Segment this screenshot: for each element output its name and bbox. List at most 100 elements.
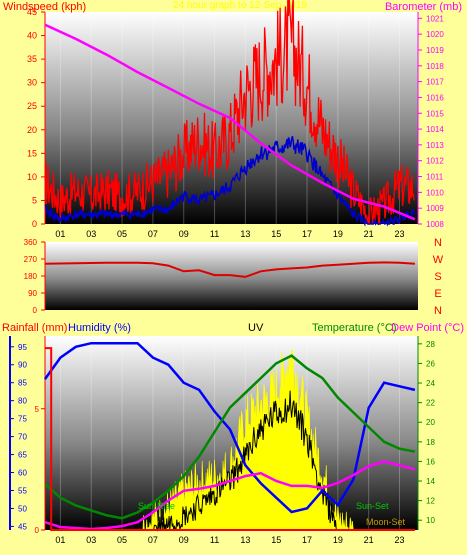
wind-y-tick-label: 10 xyxy=(27,172,37,182)
baro-y-tick-label: 1015 xyxy=(426,109,444,118)
compass-label: E xyxy=(434,288,441,300)
baro-y-tick-label: 1017 xyxy=(426,78,444,87)
baro-y-tick-label: 1010 xyxy=(426,188,444,197)
weather-x-tick-label: 19 xyxy=(333,535,343,545)
wind-x-tick-label: 21 xyxy=(364,229,374,239)
dir-y-tick-label: 0 xyxy=(33,306,38,315)
wind-x-tick-label: 13 xyxy=(240,229,250,239)
temperature-y-tick-label: 26 xyxy=(426,359,435,368)
wind-y-tick-label: 25 xyxy=(27,101,37,111)
moonset-label: Moon-Set xyxy=(366,517,406,527)
header-windspeed: Windspeed (kph) xyxy=(3,1,86,13)
wind-x-tick-label: 23 xyxy=(394,229,404,239)
sunrise-label: Sun-Rise xyxy=(138,501,175,511)
weather-x-tick-label: 13 xyxy=(240,535,250,545)
weather-x-tick-label: 11 xyxy=(210,535,219,545)
wind-x-tick-label: 09 xyxy=(179,229,189,239)
humidity-y-tick-label: 70 xyxy=(18,433,27,442)
baro-y-tick-label: 1011 xyxy=(426,173,444,182)
weather-x-tick-label: 21 xyxy=(364,535,374,545)
rainfall-series xyxy=(45,347,415,531)
wind-gust-series xyxy=(44,0,415,226)
wind-x-tick-label: 11 xyxy=(210,229,219,239)
weather-x-tick-label: 23 xyxy=(394,535,404,545)
temperature-y-tick-label: 20 xyxy=(426,418,435,427)
weather-x-tick-label: 07 xyxy=(148,535,158,545)
rain-y-tick-label: 5 xyxy=(35,405,40,414)
header-temperature: Temperature (°C) xyxy=(312,322,396,334)
temperature-y-tick-label: 16 xyxy=(426,457,435,466)
humidity-y-tick-label: 55 xyxy=(18,486,27,495)
sunset-label: Sun-Set xyxy=(356,501,389,511)
temperature-y-tick-label: 28 xyxy=(426,340,435,349)
header-barometer: Barometer (mb) xyxy=(385,1,462,13)
wind-y-tick-label: 40 xyxy=(27,31,37,41)
dir-y-tick-label: 270 xyxy=(24,255,38,264)
weather-x-tick-label: 09 xyxy=(179,535,189,545)
baro-y-tick-label: 1014 xyxy=(426,125,444,134)
humidity-y-tick-label: 75 xyxy=(18,415,27,424)
header-rainfall: Rainfall (mm) xyxy=(2,322,67,334)
wind-y-tick-label: 15 xyxy=(27,148,37,158)
wind-x-tick-label: 19 xyxy=(333,229,343,239)
wind-y-tick-label: 20 xyxy=(27,125,37,135)
dir-y-tick-label: 360 xyxy=(24,238,38,247)
temperature-y-tick-label: 14 xyxy=(426,477,435,486)
wind-x-tick-label: 17 xyxy=(302,229,312,239)
baro-y-tick-label: 1016 xyxy=(426,93,444,102)
compass-label: S xyxy=(434,271,441,283)
baro-y-tick-label: 1013 xyxy=(426,141,444,150)
temperature-y-tick-label: 18 xyxy=(426,438,435,447)
solar-series xyxy=(153,390,338,532)
header-uv: UV xyxy=(248,322,264,334)
humidity-y-tick-label: 65 xyxy=(18,451,27,460)
header-dewpoint: Dew Point (°C) xyxy=(391,322,464,334)
barometer-series xyxy=(44,23,416,221)
dir-y-tick-label: 90 xyxy=(28,289,37,298)
humidity-series xyxy=(43,341,416,514)
baro-y-tick-label: 1021 xyxy=(426,14,444,23)
humidity-y-tick-label: 95 xyxy=(18,343,27,352)
rain-y-tick-label: 0 xyxy=(35,526,40,535)
wind-x-tick-label: 01 xyxy=(55,229,65,239)
compass-label: N xyxy=(434,237,442,249)
baro-y-tick-label: 1018 xyxy=(426,62,444,71)
weather-x-tick-label: 05 xyxy=(117,535,127,545)
wind-x-tick-label: 15 xyxy=(271,229,281,239)
wind-average-series xyxy=(44,136,415,227)
weather-x-tick-label: 15 xyxy=(271,535,281,545)
baro-y-tick-label: 1020 xyxy=(426,30,444,39)
temperature-y-tick-label: 10 xyxy=(426,516,435,525)
wind-y-tick-label: 35 xyxy=(27,54,37,64)
wind-x-tick-label: 05 xyxy=(117,229,127,239)
wind-y-tick-label: 5 xyxy=(32,195,37,205)
humidity-y-tick-label: 60 xyxy=(18,469,27,478)
weather-x-tick-label: 03 xyxy=(86,535,96,545)
temperature-y-tick-label: 24 xyxy=(426,379,435,388)
weather-x-tick-label: 01 xyxy=(55,535,65,545)
baro-y-tick-label: 1012 xyxy=(426,157,444,166)
humidity-y-tick-label: 85 xyxy=(18,379,27,388)
weather-x-tick-label: 17 xyxy=(302,535,312,545)
wind-direction-series xyxy=(44,261,415,278)
temperature-series xyxy=(44,354,416,520)
humidity-y-tick-label: 45 xyxy=(18,522,27,531)
compass-label: W xyxy=(433,254,444,266)
header-humidity: Humidity (%) xyxy=(68,322,131,334)
baro-y-tick-label: 1009 xyxy=(426,204,444,213)
baro-y-tick-label: 1008 xyxy=(426,220,444,229)
humidity-y-tick-label: 50 xyxy=(18,504,27,513)
wind-y-tick-label: 0 xyxy=(32,219,37,229)
compass-label: N xyxy=(434,305,442,317)
dir-y-tick-label: 180 xyxy=(24,272,38,281)
wind-x-tick-label: 03 xyxy=(86,229,96,239)
header-graph-title: 24 hour graph to 12-Sep-2019 xyxy=(173,0,307,11)
dewpoint-series xyxy=(44,460,416,531)
temperature-y-tick-label: 22 xyxy=(426,399,435,408)
humidity-y-tick-label: 90 xyxy=(18,361,27,370)
baro-y-tick-label: 1019 xyxy=(426,46,444,55)
wind-y-tick-label: 30 xyxy=(27,78,37,88)
wind-y-tick-label: 45 xyxy=(27,7,37,17)
